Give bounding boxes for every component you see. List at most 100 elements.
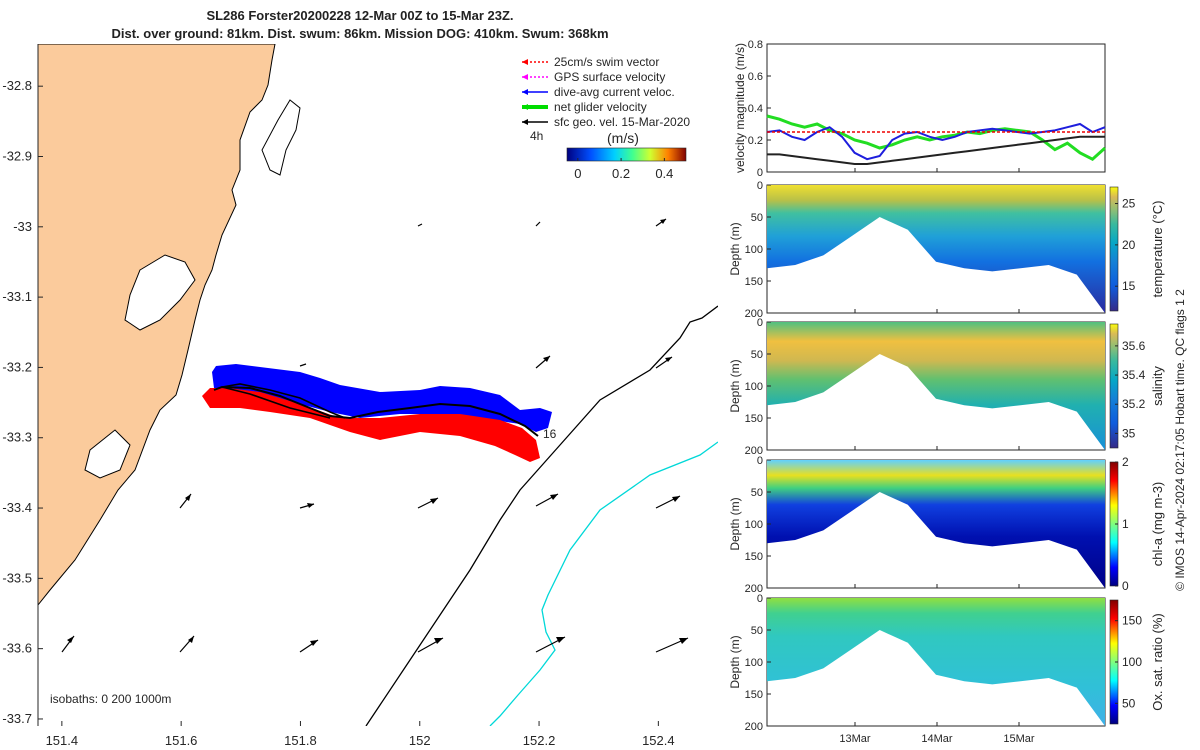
section-data-field xyxy=(767,460,1105,588)
isobath-200m xyxy=(365,305,718,726)
colorbar-tick-label: 0.2 xyxy=(612,166,630,181)
section-y-tick-label: 0 xyxy=(757,455,763,467)
section-y-tick-label: 150 xyxy=(745,551,763,563)
section-temperature: 0 50 100 150 200 Depth (m) 25 20 15 temperature (… xyxy=(728,180,1165,320)
map-x-tick-label: 152 xyxy=(409,733,431,748)
arrow-head xyxy=(307,503,314,508)
legend-label: net glider velocity xyxy=(554,100,647,114)
map-y-ticks: -32.8 -32.9 -33 -33.1 -33.2 -33.3 -33.4 -33.5 -3… xyxy=(2,78,43,726)
section-y-tick-label: 0 xyxy=(757,317,763,329)
section-ylabel: Depth (m) xyxy=(728,635,742,688)
colorbar-tick-label: 15 xyxy=(1122,279,1136,293)
section-data-field xyxy=(767,598,1105,726)
legend-label: GPS surface velocity xyxy=(554,70,665,84)
section-y-tick-label: 200 xyxy=(745,721,763,733)
lagoon-wallis-lake xyxy=(261,99,301,176)
map-x-tick-label: 151.4 xyxy=(46,733,79,748)
legend-label: dive-avg current veloc. xyxy=(554,85,675,99)
time-step-label: 4h xyxy=(530,129,543,143)
colorbar-tick-label: 150 xyxy=(1122,614,1142,628)
section-colorbar-label: salinity xyxy=(1150,366,1165,406)
arrow-head xyxy=(185,494,191,501)
colorbar-tick-label: 50 xyxy=(1122,696,1136,710)
arrow-head xyxy=(430,498,438,504)
section-colorbar xyxy=(1109,323,1119,449)
colorbar-tick-label: 20 xyxy=(1122,238,1136,252)
title-line-1: SL286 Forster20200228 12-Mar 00Z to 15-M… xyxy=(206,8,514,23)
colorbar-tick-label: 1 xyxy=(1122,517,1129,531)
colorbar-tick-label: 25 xyxy=(1122,197,1136,211)
geo-arrow-heads xyxy=(67,219,688,646)
timeseries-y-tick-label: 0.4 xyxy=(748,103,763,115)
velocity-timeseries-panel: 0 0.2 0.4 0.6 0.8 velocity magnitude (m/s) xyxy=(733,39,1107,179)
section-ylabel: Depth (m) xyxy=(728,359,742,412)
velocity-colorbar-ticks: 0 0.2 0.4 xyxy=(574,158,673,181)
map-y-tick-label: -33.1 xyxy=(2,289,32,304)
legend-arrowhead xyxy=(522,59,528,65)
timeseries-series xyxy=(766,114,1107,165)
section-y-tick-label: 200 xyxy=(745,445,763,457)
velocity-colorbar xyxy=(566,147,687,162)
colorbar-tick-label: 35.4 xyxy=(1122,368,1146,382)
timeseries-y-tick-label: 0.2 xyxy=(748,135,763,147)
colorbar-tick-label: 2 xyxy=(1122,455,1129,469)
map-y-tick-label: -33.2 xyxy=(2,359,32,374)
arrow-head xyxy=(660,219,666,224)
legend-arrowhead xyxy=(522,119,528,125)
title-line-2: Dist. over ground: 81km. Dist. swum: 86k… xyxy=(111,26,609,41)
section-y-tick-label: 100 xyxy=(745,519,763,531)
legend-arrowhead xyxy=(522,74,528,80)
arrow-head xyxy=(672,496,680,502)
section-y-tick-label: 50 xyxy=(751,487,763,499)
legend-arrowhead xyxy=(522,104,528,110)
section-y-tick-label: 150 xyxy=(745,276,763,288)
colorbar-tick-label: 100 xyxy=(1122,655,1142,669)
dive-avg-current-swath xyxy=(212,364,552,432)
day-tick-label: 14Mar xyxy=(921,733,953,745)
map-y-tick-label: -32.8 xyxy=(2,78,32,93)
section-ylabel: Depth (m) xyxy=(728,497,742,550)
map-y-tick-label: -33 xyxy=(13,219,32,234)
colorbar-tick-label: 35.6 xyxy=(1122,339,1146,353)
glider-track-loop xyxy=(221,383,346,419)
map-x-tick-label: 151.6 xyxy=(165,733,198,748)
timeseries-y-ticks: 0 0.2 0.4 0.6 0.8 xyxy=(748,39,771,179)
section-y-tick-label: 200 xyxy=(745,583,763,595)
map-y-tick-label: -33.4 xyxy=(2,500,32,515)
glider-track xyxy=(213,385,539,437)
arrow-head xyxy=(679,638,688,644)
timeseries-line xyxy=(767,135,1105,165)
section-y-tick-label: 50 xyxy=(751,349,763,361)
track-end-label: 16 xyxy=(543,427,557,441)
arrow-head xyxy=(310,640,318,646)
day-tick-label: 13Mar xyxy=(839,733,871,745)
colorbar-tick-label: 35 xyxy=(1122,426,1136,440)
arrow-head xyxy=(665,357,672,362)
section-y-tick-label: 0 xyxy=(757,180,763,192)
legend-arrowhead xyxy=(522,89,528,95)
map-x-tick-label: 152.4 xyxy=(642,733,675,748)
map-y-tick-label: -33.6 xyxy=(2,641,32,656)
copyright-note: © IMOS 14-Apr-2024 02:17:05 Hobart time.… xyxy=(1173,289,1187,591)
section-y-tick-label: 100 xyxy=(745,381,763,393)
colorbar-tick-label: 0.4 xyxy=(655,166,673,181)
timeseries-ylabel: velocity magnitude (m/s) xyxy=(733,43,747,173)
lagoon-myall-lakes xyxy=(124,254,196,331)
timeseries-axes xyxy=(766,43,1106,173)
section-y-tick-label: 200 xyxy=(745,308,763,320)
map-y-tick-label: -33.7 xyxy=(2,711,32,726)
map-x-tick-label: 152.2 xyxy=(523,733,556,748)
colorbar-tick-label: 0 xyxy=(1122,579,1129,593)
section-colorbar-label: Ox. sat. ratio (%) xyxy=(1150,613,1165,711)
section-data-field xyxy=(767,322,1105,450)
map-y-tick-label: -33.5 xyxy=(2,570,32,585)
lagoon-port-stephens xyxy=(84,429,131,479)
map-panel: 16 xyxy=(2,44,718,748)
colorbar-tick-label: 35.2 xyxy=(1122,397,1146,411)
map-x-tick-label: 151.8 xyxy=(284,733,317,748)
day-x-ticks: 13Mar 14Mar 15Mar xyxy=(839,168,1035,745)
map-y-tick-label: -33.3 xyxy=(2,430,32,445)
section-data-field xyxy=(767,185,1105,313)
